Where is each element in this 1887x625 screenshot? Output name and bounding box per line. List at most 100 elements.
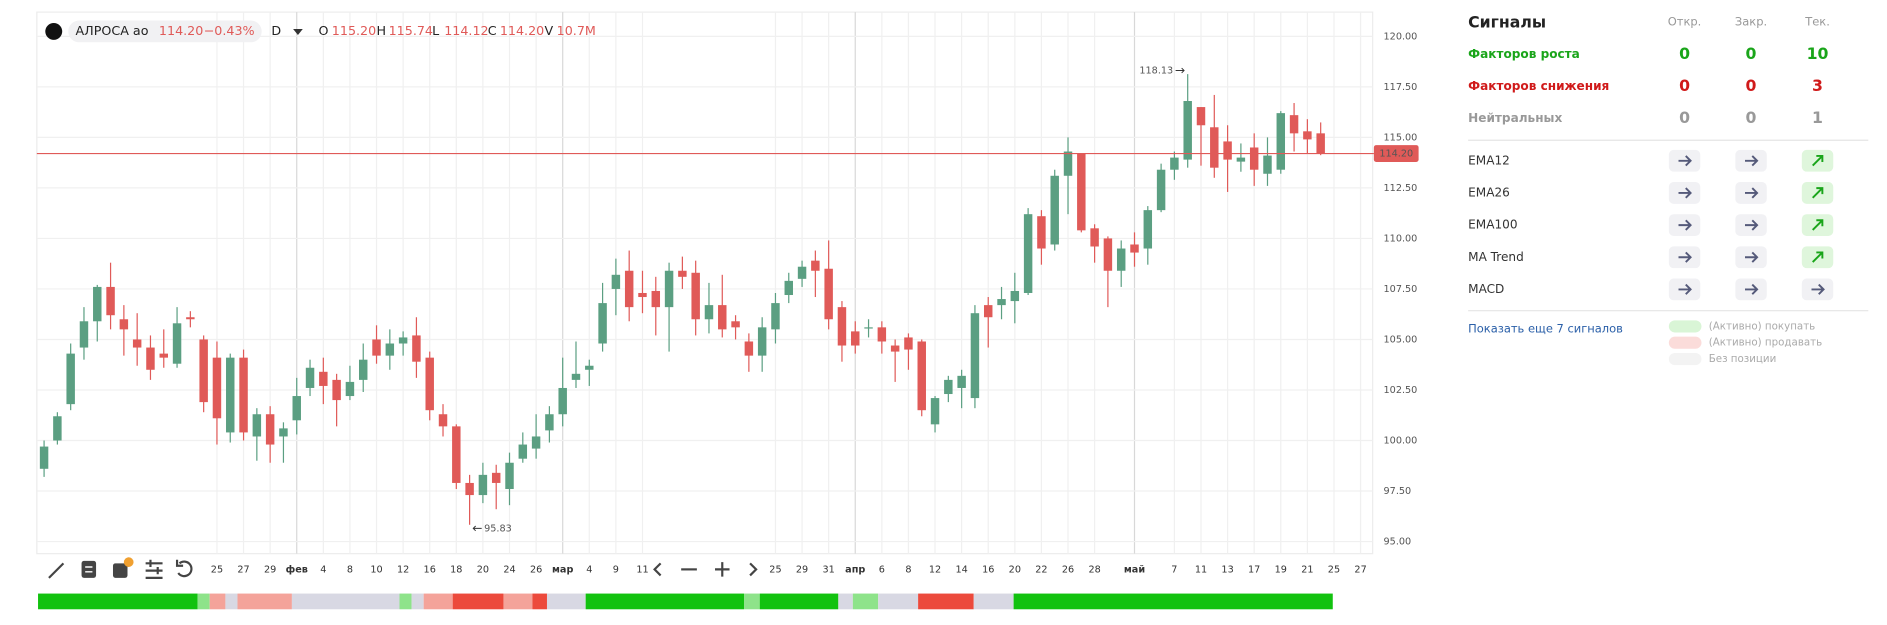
x-tick-label: 11 (636, 564, 648, 575)
candle-body (997, 299, 1006, 306)
arrow-neutral (1744, 283, 1759, 295)
candle-body (585, 365, 594, 370)
candle-body (265, 414, 275, 445)
candle-body (478, 474, 488, 496)
interval-dropdown[interactable] (293, 29, 303, 36)
candle-body (465, 482, 474, 496)
pencil-tool[interactable] (48, 562, 65, 579)
last-price-box (1373, 145, 1419, 163)
scroll-right[interactable] (749, 562, 758, 577)
candle-body (186, 317, 195, 320)
indicator-name: EMA26 (1468, 185, 1510, 199)
y-tick-label: 115.00 (1384, 132, 1418, 143)
candle-body (864, 327, 873, 329)
candle-body (851, 331, 860, 346)
candle-body (811, 260, 820, 271)
x-tick-label: 8 (347, 564, 353, 575)
candle-body (372, 339, 381, 356)
candle-body (1303, 131, 1312, 140)
summary-value: 3 (1812, 76, 1823, 95)
y-tick-label: 120.00 (1384, 31, 1418, 42)
candle-body (1156, 169, 1166, 211)
candle-body (438, 414, 448, 427)
min-label: 95.83 (484, 523, 512, 534)
close: 114.20 (500, 23, 544, 38)
summary-name: Нейтральных (1468, 111, 1562, 125)
candle-body (691, 272, 700, 320)
summary-value: 0 (1746, 44, 1757, 63)
templates-tool[interactable] (112, 557, 134, 578)
arrow-up (1812, 219, 1824, 231)
zoom-in[interactable] (715, 562, 730, 577)
high: 115.74 (389, 23, 433, 38)
candle-body (332, 379, 341, 401)
candle-body (930, 398, 940, 425)
candle-body (305, 367, 315, 388)
x-tick-label: 17 (1248, 564, 1260, 575)
strip-segment (209, 593, 226, 610)
candle-body (704, 305, 714, 320)
h-label: H (377, 23, 387, 38)
summary-value: 0 (1679, 108, 1690, 127)
indicator-name: MACD (1468, 282, 1504, 296)
candle-body (159, 353, 168, 358)
candle-body (1223, 141, 1232, 160)
open: 115.20 (332, 23, 376, 38)
x-tick-label: 27 (237, 564, 249, 575)
candle-body (1183, 101, 1192, 160)
candle-body (93, 286, 102, 322)
strip-segment (399, 593, 412, 610)
x-tick-label: 29 (796, 564, 808, 575)
summary-value: 1 (1812, 108, 1823, 127)
undo-tool[interactable] (175, 559, 193, 578)
legend-swatch (1668, 352, 1702, 366)
strip-segment (838, 593, 853, 610)
candle-body (1210, 127, 1219, 168)
candle-body (651, 290, 661, 308)
summary-value: 0 (1679, 44, 1690, 63)
x-tick-label: 20 (1009, 564, 1021, 575)
x-tick-label: 25 (1328, 564, 1340, 575)
candle-body (412, 335, 421, 362)
candle-body (319, 371, 328, 386)
x-tick-label: апр (845, 564, 865, 575)
y-tick-label: 100.00 (1384, 436, 1418, 447)
interval[interactable]: D (271, 23, 281, 38)
arrow-neutral (1744, 155, 1759, 167)
legend-label: (Активно) покупать (1709, 320, 1816, 332)
arrow-neutral (1678, 155, 1692, 167)
candle-body (1263, 155, 1272, 174)
notes-tool[interactable] (81, 560, 97, 578)
candle-body (1037, 216, 1046, 249)
strip-segment (973, 593, 1014, 610)
candle-body (172, 323, 182, 364)
summary-name: Факторов роста (1468, 47, 1580, 61)
change: −0.43% (204, 23, 255, 38)
candle-body (1010, 290, 1020, 302)
candle-body (132, 339, 142, 348)
more-link[interactable]: Показать еще 7 сигналов (1468, 321, 1623, 335)
candle-body (718, 305, 727, 330)
candle-body (731, 321, 740, 328)
settings-tool[interactable] (145, 559, 163, 579)
x-tick-label: 19 (1275, 564, 1287, 575)
candle-body (358, 359, 368, 380)
ticker-pill[interactable] (68, 20, 262, 43)
candle-body (505, 462, 514, 490)
strip-segment (197, 593, 210, 610)
candle-body (39, 446, 49, 469)
arrow-neutral (1744, 219, 1759, 231)
volume: 10.7M (557, 23, 596, 38)
column-header: Тек. (1804, 14, 1830, 28)
candle-body (638, 292, 647, 298)
y-tick-label: 95.00 (1384, 537, 1412, 548)
summary-value: 0 (1746, 108, 1757, 127)
candle-body (1063, 151, 1073, 176)
scroll-left[interactable] (653, 562, 662, 577)
candle-body (784, 280, 793, 296)
strip-segment (411, 593, 424, 610)
column-header: Откр. (1668, 14, 1702, 28)
summary-name: Факторов снижения (1468, 79, 1609, 93)
x-tick-label: 4 (320, 564, 326, 575)
candle-body (119, 319, 129, 330)
